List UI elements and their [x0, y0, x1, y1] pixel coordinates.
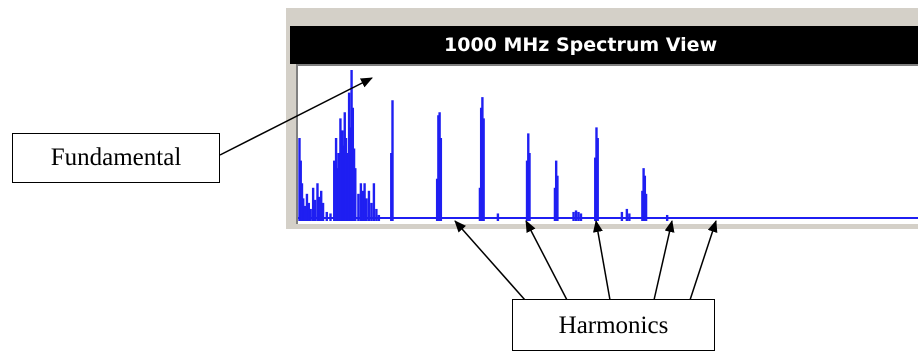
spectrum-view-window: 1000 MHz Spectrum View	[286, 8, 918, 229]
spectrum-chart	[298, 70, 918, 221]
spectrum-peaks	[298, 70, 669, 221]
fundamental-label: Fundamental	[50, 144, 182, 171]
fundamental-callout: Fundamental	[12, 133, 220, 183]
harmonic-arrow-5	[689, 220, 718, 301]
harmonics-label: Harmonics	[558, 312, 669, 339]
spectrum-plot-area	[296, 64, 918, 224]
harmonic-arrow-3	[592, 220, 611, 301]
harmonic-arrow-2	[525, 220, 568, 301]
window-title-bar: 1000 MHz Spectrum View	[290, 26, 918, 64]
window-title: 1000 MHz Spectrum View	[444, 34, 718, 56]
harmonic-arrow-1	[454, 220, 526, 301]
harmonic-arrow-4	[653, 220, 675, 301]
harmonics-callout: Harmonics	[512, 299, 715, 351]
